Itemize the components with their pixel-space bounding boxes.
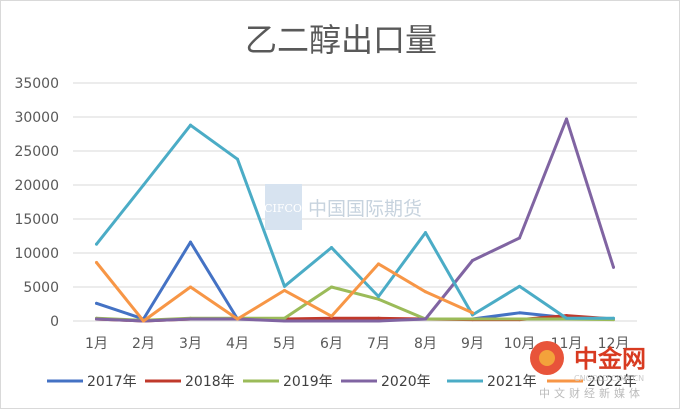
- y-tick-label: 15000: [14, 212, 59, 228]
- logo-url: CNGOLD.COM.CN: [574, 374, 644, 383]
- legend-label: 2020年: [381, 374, 431, 390]
- data-point: [283, 319, 286, 323]
- legend-item: 2017年: [47, 374, 137, 390]
- data-point: [471, 258, 474, 262]
- legend: 2017年 2018年 2019年 2020年 2021年 2022年: [47, 374, 637, 390]
- y-tick-label: 35000: [14, 76, 59, 92]
- data-point: [377, 316, 380, 320]
- watermark-cifco: CIFCO: [264, 202, 302, 215]
- legend-label: 2019年: [283, 374, 333, 390]
- y-tick-label: 0: [50, 314, 59, 330]
- data-point: [471, 311, 474, 315]
- data-point: [471, 317, 474, 321]
- y-tick-label: 20000: [14, 178, 59, 194]
- y-tick-label: 30000: [14, 110, 59, 126]
- data-point: [377, 262, 380, 266]
- data-point: [95, 261, 98, 265]
- legend-label: 2018年: [185, 374, 235, 390]
- x-tick-label: 12月: [598, 336, 630, 352]
- legend-label: 2022年: [587, 374, 637, 390]
- data-point: [95, 317, 98, 321]
- legend-item: 2018年: [145, 374, 235, 390]
- site-logo: 中金网 CNGOLD.COM.CN 中文财经新媒体: [530, 341, 646, 400]
- data-point: [189, 317, 192, 321]
- watermark-logo-box: [265, 184, 302, 230]
- data-point: [424, 231, 427, 235]
- series-2022年: [95, 261, 474, 323]
- data-point: [189, 285, 192, 289]
- y-axis: 0 5000 10000 15000 20000 25000 30000 35000: [14, 76, 59, 330]
- x-tick-label: 6月: [320, 336, 343, 352]
- data-point: [142, 183, 145, 187]
- data-point: [142, 319, 145, 323]
- data-point: [330, 319, 333, 323]
- logo-brand: 中金网: [574, 345, 646, 373]
- data-point: [377, 295, 380, 299]
- data-point: [565, 117, 568, 121]
- data-point: [518, 284, 521, 288]
- data-point: [424, 290, 427, 294]
- data-point: [189, 123, 192, 127]
- x-tick-label: 9月: [461, 336, 484, 352]
- y-tick-label: 10000: [14, 246, 59, 262]
- x-tick-label: 1月: [85, 336, 108, 352]
- legend-label: 2021年: [487, 374, 537, 390]
- data-point: [236, 157, 239, 161]
- logo-slogan: 中文财经新媒体: [539, 386, 644, 400]
- x-tick-label: 5月: [273, 336, 296, 352]
- x-tick-label: 10月: [504, 336, 536, 352]
- data-point: [612, 265, 615, 269]
- y-tick-label: 25000: [14, 144, 59, 160]
- watermark: CIFCO 中国国际期货: [264, 184, 422, 230]
- logo-emblem-inner-icon: [539, 350, 555, 366]
- x-tick-label: 2月: [132, 336, 155, 352]
- chart-title: 乙二醇出口量: [245, 21, 437, 59]
- data-point: [424, 317, 427, 321]
- data-point: [330, 285, 333, 289]
- data-point: [189, 240, 192, 244]
- series-line: [95, 123, 615, 320]
- x-tick-label: 8月: [414, 336, 437, 352]
- data-point: [377, 297, 380, 301]
- data-point: [283, 316, 286, 320]
- legend-item: 2021年: [447, 374, 537, 390]
- x-tick-label: 3月: [179, 336, 202, 352]
- data-point: [518, 236, 521, 240]
- watermark-text: 中国国际期货: [308, 198, 422, 220]
- data-point: [377, 319, 380, 323]
- data-point: [612, 316, 615, 320]
- data-point: [518, 311, 521, 315]
- data-point: [283, 284, 286, 288]
- data-point: [330, 246, 333, 250]
- x-tick-label: 7月: [367, 336, 390, 352]
- legend-label: 2017年: [87, 374, 137, 390]
- legend-item: 2020年: [341, 374, 431, 390]
- data-point: [283, 288, 286, 292]
- legend-item: 2022年: [547, 374, 637, 390]
- x-tick-label: 4月: [226, 336, 249, 352]
- series-lines: [95, 117, 615, 323]
- y-tick-label: 5000: [23, 280, 59, 296]
- legend-item: 2019年: [243, 374, 333, 390]
- gridlines: [73, 82, 637, 322]
- series-line: [95, 117, 615, 323]
- data-point: [565, 316, 568, 320]
- data-point: [95, 242, 98, 246]
- data-point: [330, 314, 333, 318]
- series-2021年: [95, 123, 615, 320]
- data-point: [236, 317, 239, 321]
- data-point: [518, 317, 521, 321]
- data-point: [95, 301, 98, 305]
- x-axis: 1月 2月 3月 4月 5月 6月 7月 8月 9月 10月 11月 12月: [85, 336, 629, 352]
- series-line: [95, 240, 615, 322]
